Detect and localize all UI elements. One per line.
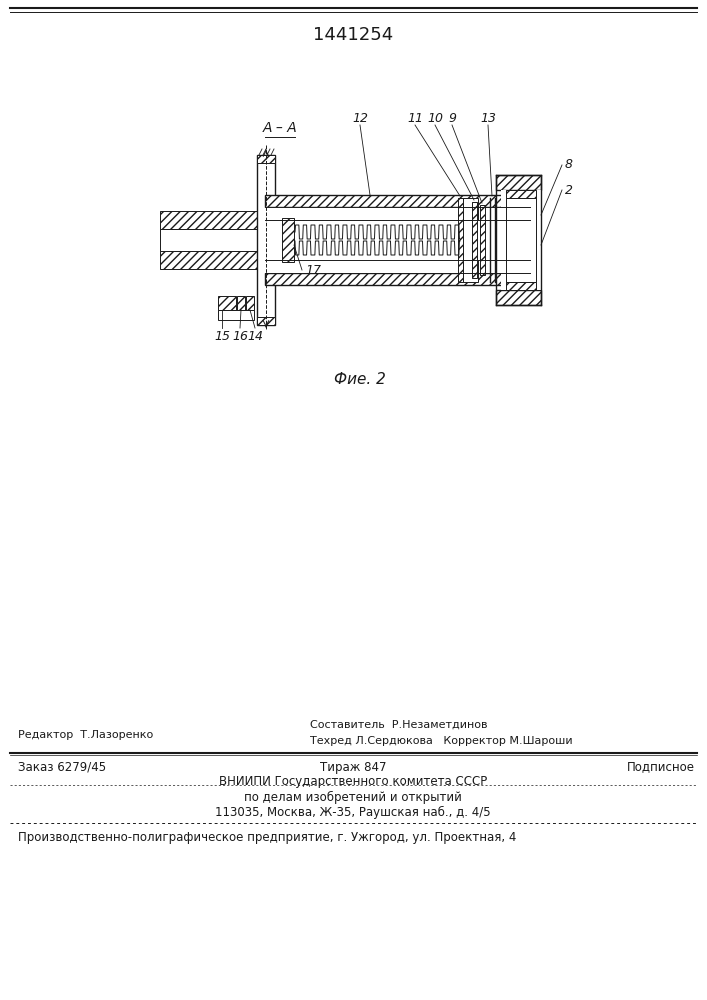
Bar — [472, 202, 477, 278]
Text: 9: 9 — [448, 112, 456, 125]
Text: 12: 12 — [352, 112, 368, 125]
Text: 113035, Москва, Ж-35, Раушская наб., д. 4/5: 113035, Москва, Ж-35, Раушская наб., д. … — [215, 805, 491, 819]
Text: ВНИИПИ Государственного комитета СССР: ВНИИПИ Государственного комитета СССР — [219, 776, 487, 788]
Bar — [496, 175, 541, 190]
Text: Редактор  Т.Лазоренко: Редактор Т.Лазоренко — [18, 730, 153, 740]
Bar — [265, 273, 530, 285]
Bar — [265, 195, 530, 207]
Bar — [160, 211, 266, 229]
Text: Составитель  Р.Незаметдинов: Составитель Р.Незаметдинов — [310, 720, 488, 730]
Text: 11: 11 — [407, 112, 423, 125]
Text: 1441254: 1441254 — [313, 26, 393, 44]
Bar — [282, 218, 294, 262]
Text: Подписное: Подписное — [627, 760, 695, 774]
Bar — [237, 296, 245, 310]
Bar — [265, 207, 530, 273]
Bar — [458, 198, 463, 282]
Text: Фие. 2: Фие. 2 — [334, 372, 386, 387]
Bar — [463, 198, 478, 220]
Bar — [257, 155, 275, 325]
Bar — [506, 282, 536, 290]
Text: Заказ 6279/45: Заказ 6279/45 — [18, 760, 106, 774]
Bar — [463, 260, 478, 282]
Bar — [496, 290, 541, 305]
Text: 17: 17 — [305, 263, 321, 276]
Text: А – А: А – А — [262, 121, 298, 135]
Text: по делам изобретений и открытий: по делам изобретений и открытий — [244, 790, 462, 804]
Bar — [480, 205, 485, 275]
Text: 14: 14 — [247, 330, 263, 343]
Bar — [246, 296, 254, 310]
Bar — [218, 296, 236, 310]
Bar — [257, 155, 275, 163]
Bar — [506, 190, 536, 198]
Bar — [501, 190, 541, 290]
Text: 8: 8 — [565, 158, 573, 172]
Text: 10: 10 — [427, 112, 443, 125]
Text: 15: 15 — [214, 330, 230, 343]
Text: Техред Л.Сердюкова   Корректор М.Шароши: Техред Л.Сердюкова Корректор М.Шароши — [310, 736, 573, 746]
Bar — [506, 198, 536, 282]
Text: Производственно-полиграфическое предприятие, г. Ужгород, ул. Проектная, 4: Производственно-полиграфическое предприя… — [18, 830, 516, 844]
Bar — [218, 310, 254, 320]
Text: 13: 13 — [480, 112, 496, 125]
Text: Тираж 847: Тираж 847 — [320, 760, 386, 774]
Bar — [160, 229, 266, 251]
Text: 2: 2 — [565, 184, 573, 196]
Text: 16: 16 — [232, 330, 248, 343]
Bar — [257, 317, 275, 325]
Bar — [160, 251, 266, 269]
